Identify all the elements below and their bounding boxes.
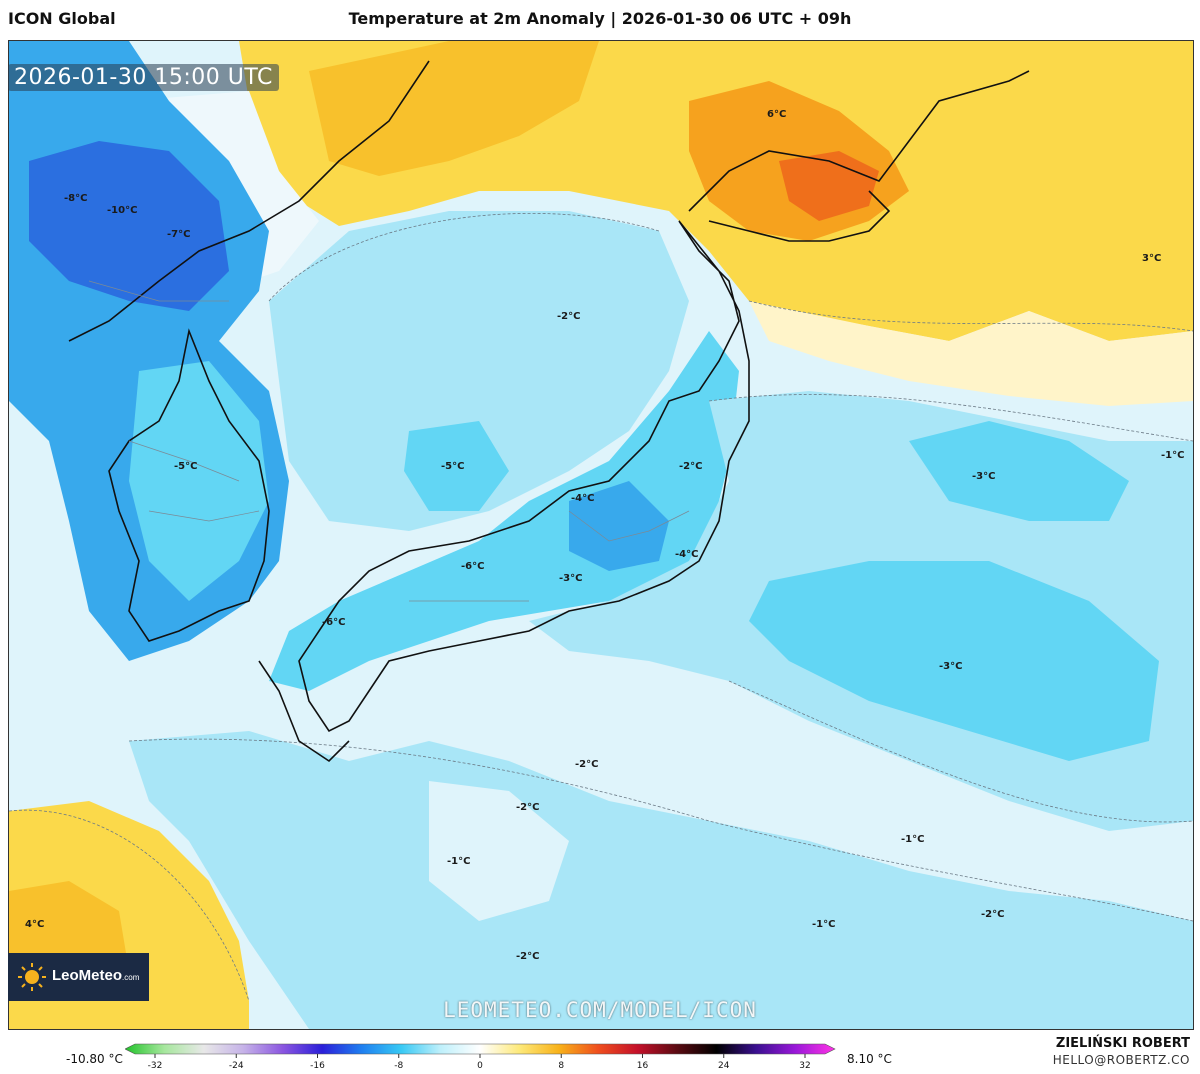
contour-label: -2°C (575, 759, 598, 770)
scale-tick-label: -32 (148, 1061, 163, 1070)
contour-label: -5°C (174, 461, 197, 472)
scale-tick-label: 0 (477, 1061, 483, 1070)
author-name: ZIELIŃSKI ROBERT (1055, 1036, 1190, 1051)
contour-label: -3°C (939, 661, 962, 672)
contour-label: -1°C (1161, 450, 1184, 461)
cold-anomaly-honshu-core (569, 481, 669, 571)
contour-label: -10°C (107, 205, 137, 216)
contour-label: -5°C (441, 461, 464, 472)
contour-label: -2°C (516, 802, 539, 813)
author-email: HELLO@ROBERTZ.CO (1052, 1053, 1190, 1067)
color-scale-bar (125, 1043, 836, 1055)
contour-lines (9, 212, 1193, 1002)
map-canvas: -8°C -10°C -7°C 6°C 3°C -2°C -5°C -5°C -… (9, 41, 1193, 1029)
cold-anomaly-sea-core (404, 421, 509, 511)
contour-label: -2°C (981, 909, 1004, 920)
contour-label: -6°C (322, 617, 345, 628)
contour-label: -1°C (901, 834, 924, 845)
warm-anomaly-hotspot (779, 151, 879, 221)
contour-label: -1°C (812, 919, 835, 930)
sun-icon (18, 963, 46, 991)
scale-tick-label: 24 (718, 1061, 730, 1070)
logo-name: LeoMeteo (52, 967, 123, 984)
contour-label: 3°C (1142, 253, 1161, 264)
contour-label: 6°C (767, 109, 786, 120)
logo-wordmark: LeoMeteo.com (52, 967, 139, 984)
scale-tick-label: -8 (394, 1061, 403, 1070)
cold-anomaly-pacific-east (909, 421, 1129, 521)
cold-anomaly-japan (269, 331, 739, 691)
contour-label: -1°C (447, 856, 470, 867)
scale-tick-label: 8 (558, 1061, 564, 1070)
scale-min-value: -10.80 °C (66, 1052, 123, 1066)
header-bar: ICON Global Temperature at 2m Anomaly | … (0, 0, 1200, 40)
cold-anomaly-pacific-core (749, 561, 1159, 761)
scale-tick-label: 32 (799, 1061, 810, 1070)
leometeo-logo: LeoMeteo.com (8, 953, 149, 1001)
contour-label: -4°C (571, 493, 594, 504)
model-name: ICON Global (8, 9, 116, 28)
contour-label: 4°C (25, 919, 44, 930)
logo-suffix: .com (122, 973, 140, 982)
cold-anomaly-korea (129, 361, 269, 601)
warm-anomaly-north-strip (309, 41, 599, 176)
contour-label: -7°C (167, 229, 190, 240)
valid-time-badge: 2026-01-30 15:00 UTC (8, 64, 279, 91)
contour-label-group: -8°C -10°C -7°C 6°C 3°C -2°C -5°C -5°C -… (25, 109, 1184, 962)
contour-label: -2°C (516, 951, 539, 962)
cold-anomaly-west-core (29, 141, 229, 311)
contour-label: -3°C (972, 471, 995, 482)
warm-anomaly-pale-band (749, 301, 1193, 406)
scale-tick-label: -16 (310, 1061, 325, 1070)
scale-tick-label: 16 (637, 1061, 649, 1070)
cold-anomaly-sea-of-japan (269, 211, 689, 531)
temperature-anomaly-map: -8°C -10°C -7°C 6°C 3°C -2°C -5°C -5°C -… (8, 40, 1194, 1030)
cold-anomaly-south (129, 731, 1193, 1029)
contour-label: -2°C (679, 461, 702, 472)
admin-borders (88, 280, 690, 602)
source-watermark: LEOMETEO.COM/MODEL/ICON (443, 998, 757, 1022)
contour-label: -6°C (461, 561, 484, 572)
color-scale: -32 -24 -16 -8 0 8 16 24 32 (125, 1043, 836, 1070)
contour-label: -3°C (559, 573, 582, 584)
footer-bar: -10.80 °C -32 -24 -16 -8 0 8 16 24 32 8.10 °C ZI… (0, 1030, 1200, 1074)
coastlines (68, 60, 1030, 763)
contour-label: -4°C (675, 549, 698, 560)
neutral-zone-south (429, 781, 569, 921)
contour-label: -8°C (64, 193, 87, 204)
contour-label: -2°C (557, 311, 580, 322)
map-title: Temperature at 2m Anomaly | 2026-01-30 0… (348, 9, 852, 28)
color-scale-ticks: -32 -24 -16 -8 0 8 16 24 32 (148, 1054, 811, 1070)
scale-tick-label: -24 (229, 1061, 244, 1070)
scale-max-value: 8.10 °C (847, 1052, 892, 1066)
